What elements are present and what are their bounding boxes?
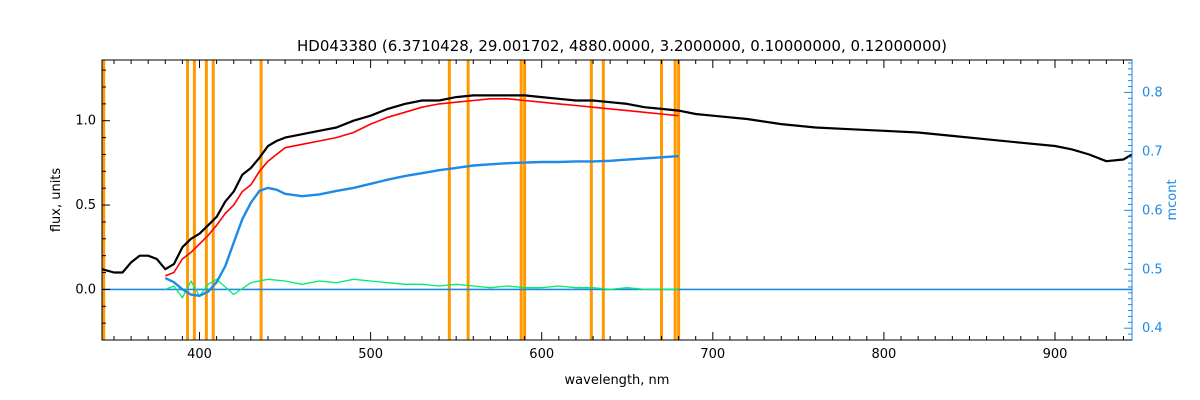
y2-axis: 0.4 0.5 0.6 0.7 0.8	[1124, 60, 1163, 340]
y2-tick-label: 0.8	[1142, 85, 1163, 100]
series-group	[101, 94, 1133, 299]
series-residual	[165, 278, 679, 299]
y-tick-label: 1.0	[75, 114, 96, 129]
x-tick-label: 400	[187, 347, 212, 362]
y2-tick-label: 0.6	[1142, 203, 1163, 218]
feature-line-markers	[102, 60, 681, 340]
y-tick-label: 0.5	[75, 198, 96, 213]
x-tick-label: 500	[358, 347, 383, 362]
y2-tick-label: 0.5	[1142, 262, 1163, 277]
y-axis: 0.0 0.5 1.0	[75, 69, 110, 324]
x-axis-label: wavelength, nm	[565, 373, 670, 388]
y-axis-label: flux, units	[49, 168, 64, 233]
series-model	[165, 98, 679, 277]
y2-tick-label: 0.7	[1142, 144, 1163, 159]
x-axis: 400 500 600 700 800 900	[113, 60, 1124, 362]
y2-tick-label: 0.4	[1142, 321, 1163, 336]
series-continuum	[164, 154, 679, 297]
x-tick-label: 800	[871, 347, 896, 362]
x-tick-label: 700	[700, 347, 725, 362]
chart-title: HD043380 (6.3710428, 29.001702, 4880.000…	[297, 37, 947, 55]
x-tick-label: 600	[529, 347, 554, 362]
y-tick-label: 0.0	[75, 282, 96, 297]
series-observed	[101, 94, 1133, 274]
y2-axis-label: mcont	[1165, 179, 1180, 220]
x-tick-label: 900	[1043, 347, 1068, 362]
